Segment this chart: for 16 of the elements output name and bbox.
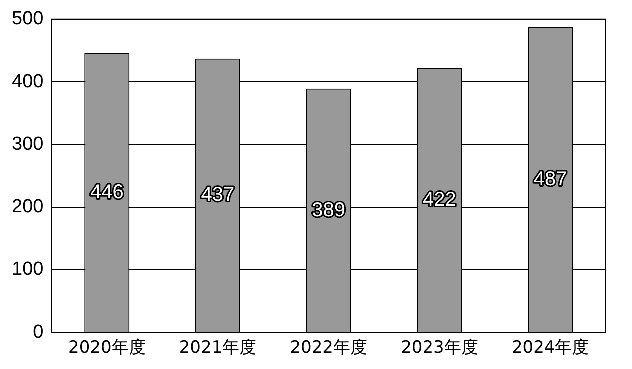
x-tick-label: 2024年度 — [512, 338, 590, 358]
x-tick-label: 2022年度 — [290, 338, 368, 358]
data-label: 422 — [423, 188, 456, 211]
y-tick-label: 100 — [12, 259, 44, 280]
x-tick-label: 2023年度 — [401, 338, 478, 358]
x-tick-label: 2020年度 — [68, 338, 146, 358]
data-label: 389 — [312, 199, 346, 222]
y-tick-label: 500 — [12, 8, 44, 30]
data-label: 487 — [534, 168, 568, 191]
data-label: 437 — [201, 184, 235, 206]
y-tick-label: 300 — [12, 134, 44, 155]
x-tick-label: 2021年度 — [179, 338, 257, 358]
data-label: 446 — [90, 181, 124, 204]
y-tick-label: 200 — [12, 196, 44, 218]
y-tick-label: 400 — [12, 71, 44, 92]
y-tick-label: 0 — [33, 322, 44, 343]
